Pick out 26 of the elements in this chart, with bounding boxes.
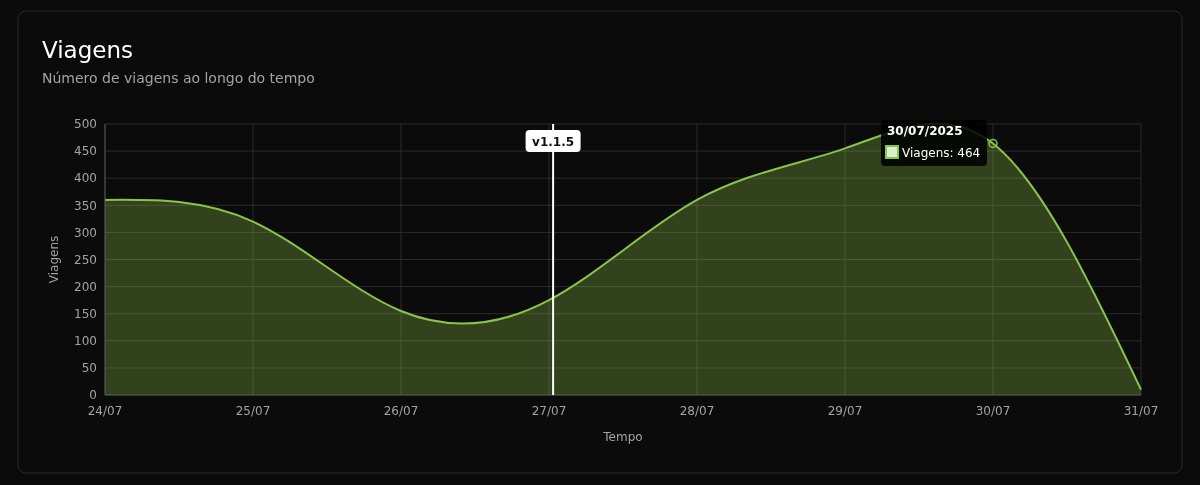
y-tick-label: 500	[74, 117, 97, 132]
y-tick-label: 50	[81, 361, 97, 376]
y-tick-label: 250	[74, 252, 97, 267]
y-tick-label: 150	[74, 306, 97, 321]
chart-title: Viagens	[42, 37, 134, 63]
y-tick-label: 100	[74, 334, 97, 348]
x-axis-title: Tempo	[602, 430, 643, 444]
x-tick-label: 31/07	[1123, 404, 1159, 418]
y-tick-label: 200	[74, 279, 97, 294]
y-tick-label: 450	[74, 144, 97, 159]
annotation: 30/07/2025	[887, 124, 963, 138]
chart-subtitle: Número de viagens ao longo do tempo	[42, 70, 315, 86]
y-tick-label: 400	[74, 171, 97, 186]
ref-line-label: v1.1.5	[532, 135, 575, 149]
y-axis-title: Viagens	[47, 235, 61, 284]
x-tick-label: 24/07	[87, 404, 123, 418]
annotation: Viagens: 464	[902, 146, 981, 160]
x-tick-label: 29/07	[827, 404, 863, 418]
x-tick-label: 25/07	[235, 404, 271, 418]
x-tick-label: 30/07	[975, 404, 1011, 418]
x-tick-label: 28/07	[679, 404, 715, 418]
x-tick-label: 27/07	[531, 404, 567, 418]
x-tick-label: 26/07	[383, 404, 419, 418]
y-tick-label: 350	[74, 198, 97, 213]
y-tick-label: 0	[89, 388, 97, 403]
y-tick-label: 300	[74, 225, 97, 240]
